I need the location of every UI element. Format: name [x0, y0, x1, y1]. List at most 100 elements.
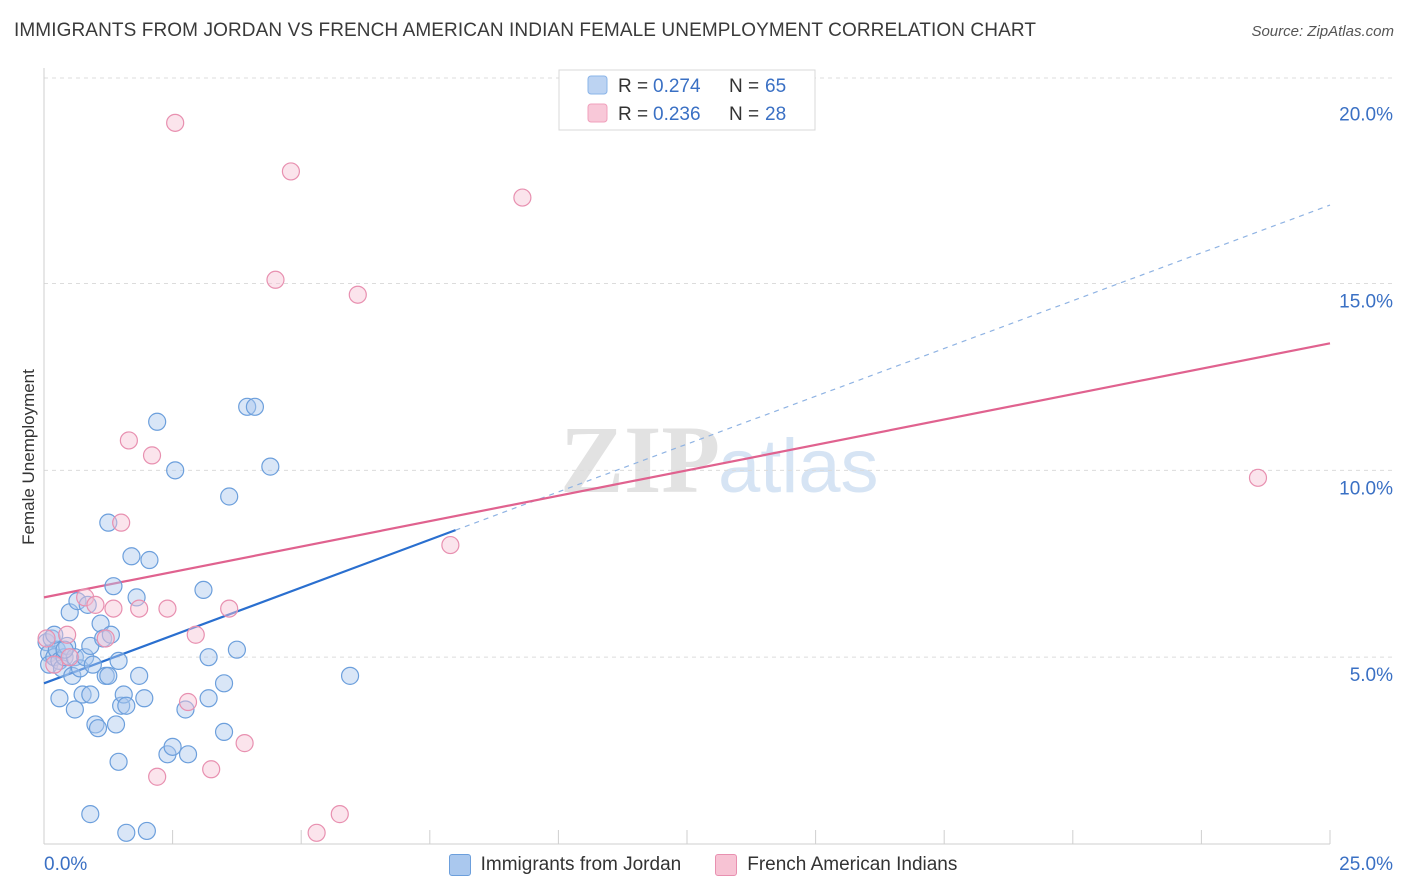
trend-lines	[43, 204, 1331, 685]
point-jordan-43	[176, 700, 195, 719]
point-jordan-44	[178, 745, 198, 764]
point-french-american-indian-24	[348, 285, 367, 304]
point-jordan-39	[148, 412, 167, 431]
point-jordan-26	[99, 513, 118, 532]
point-french-american-indian-18	[220, 599, 239, 618]
point-french-american-indian-21	[281, 162, 301, 181]
point-jordan-36	[130, 666, 149, 685]
point-jordan-49	[214, 722, 234, 742]
y-tick-label-1: 10.0%	[1339, 478, 1393, 499]
n-label-0: N =	[729, 76, 759, 97]
r-label-1: R =	[618, 104, 648, 125]
point-french-american-indian-15	[178, 692, 198, 712]
point-jordan-31	[112, 696, 131, 715]
point-french-american-indian-12	[148, 767, 167, 786]
point-jordan-41	[163, 737, 182, 756]
point-jordan-37	[135, 689, 154, 708]
legend-label-jordan: Immigrants from Jordan	[480, 854, 682, 875]
point-french-american-indian-10	[130, 599, 149, 618]
n-value-1: 28	[765, 104, 786, 125]
point-french-american-indian-19	[235, 734, 254, 753]
point-jordan-32	[114, 685, 133, 704]
watermark-zip: ZIP	[560, 406, 720, 513]
point-jordan-56	[81, 805, 100, 824]
point-jordan-59	[109, 752, 128, 771]
trend-line-french-american-indians	[43, 342, 1331, 599]
point-jordan-55	[340, 666, 360, 685]
point-french-american-indian-23	[330, 805, 349, 824]
correlation-legend: R = 0.274 N = 65 R = 0.236 N = 28	[558, 69, 816, 131]
point-jordan-12	[65, 648, 84, 667]
gridlines	[44, 77, 1394, 658]
point-french-american-indian-8	[112, 513, 131, 532]
n-label-1: N =	[729, 104, 759, 125]
point-french-american-indian-9	[119, 431, 138, 450]
point-jordan-51	[227, 640, 246, 659]
point-jordan-17	[78, 595, 97, 614]
chart-title: IMMIGRANTS FROM JORDAN VS FRENCH AMERICA…	[14, 20, 1037, 41]
point-french-american-indian-6	[96, 629, 115, 648]
r-value-1: 0.236	[653, 104, 701, 125]
trend-line-jordan-extrapolated	[455, 204, 1331, 531]
trend-line-jordan	[43, 529, 456, 685]
point-jordan-52	[238, 397, 257, 416]
source-label: Source: ZipAtlas.com	[1251, 23, 1394, 40]
point-jordan-45	[194, 580, 213, 600]
legend-swatch-blue	[448, 854, 471, 876]
point-jordan-16	[76, 648, 95, 667]
correlation-swatch-0	[587, 75, 608, 95]
point-jordan-57	[117, 823, 136, 842]
point-french-american-indian-27	[1248, 468, 1268, 487]
point-french-american-indian-2	[58, 625, 77, 644]
data-points	[37, 113, 1268, 842]
point-french-american-indian-25	[441, 535, 460, 555]
point-jordan-50	[220, 487, 239, 506]
point-french-american-indian-22	[307, 823, 326, 842]
point-french-american-indian-11	[142, 446, 162, 465]
point-french-american-indian-3	[60, 648, 79, 667]
point-jordan-53	[245, 397, 265, 416]
point-jordan-11	[63, 666, 82, 685]
point-french-american-indian-4	[76, 588, 95, 607]
point-jordan-58	[137, 821, 156, 841]
point-jordan-48	[214, 674, 234, 693]
point-jordan-8	[55, 648, 74, 667]
legend-swatch-pink	[715, 854, 738, 876]
point-jordan-54	[261, 457, 280, 476]
legend-item-jordan[interactable]: Immigrants from Jordan	[448, 854, 682, 876]
y-axis-label-group: Female Unemployment	[19, 369, 38, 545]
legend-item-french-american-indians[interactable]: French American Indians	[715, 854, 957, 876]
point-french-american-indian-0	[37, 629, 56, 648]
point-french-american-indian-5	[86, 595, 105, 614]
point-french-american-indian-1	[45, 655, 64, 674]
x-tick-label-1: 25.0%	[1339, 854, 1393, 875]
point-jordan-38	[140, 550, 159, 570]
point-french-american-indian-16	[186, 625, 205, 644]
r-value-0: 0.274	[653, 76, 701, 97]
series-legend: Immigrants from Jordan French American I…	[0, 850, 1406, 880]
point-jordan-35	[127, 588, 146, 607]
correlation-swatch-1	[587, 103, 608, 123]
point-jordan-29	[106, 715, 126, 734]
point-french-american-indian-7	[104, 599, 123, 618]
point-jordan-60	[50, 689, 69, 708]
x-tick-label-0: 0.0%	[44, 854, 87, 875]
point-jordan-46	[199, 648, 218, 667]
y-tick-label-0: 5.0%	[1350, 665, 1393, 686]
point-jordan-33	[117, 696, 136, 715]
point-jordan-15	[73, 685, 92, 704]
point-jordan-62	[99, 666, 118, 685]
point-jordan-20	[83, 655, 102, 674]
point-jordan-42	[166, 461, 185, 480]
point-jordan-22	[88, 719, 108, 738]
point-jordan-47	[199, 689, 218, 708]
point-jordan-61	[65, 700, 84, 719]
axes	[43, 68, 1331, 845]
point-jordan-18	[81, 685, 100, 704]
tick-labels: 5.0% 10.0% 15.0% 20.0% 0.0% 25.0%	[44, 105, 1393, 875]
point-french-american-indian-26	[513, 188, 532, 207]
point-french-american-indian-13	[158, 599, 177, 618]
point-jordan-28	[104, 577, 123, 596]
